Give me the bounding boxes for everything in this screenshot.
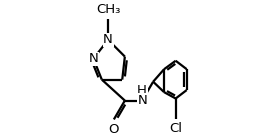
- Text: Cl: Cl: [169, 122, 182, 135]
- Text: N: N: [103, 33, 113, 46]
- Text: N: N: [137, 94, 147, 107]
- Text: H: H: [137, 84, 147, 97]
- Text: CH₃: CH₃: [96, 3, 120, 16]
- Text: N: N: [89, 52, 98, 65]
- Text: O: O: [109, 123, 119, 136]
